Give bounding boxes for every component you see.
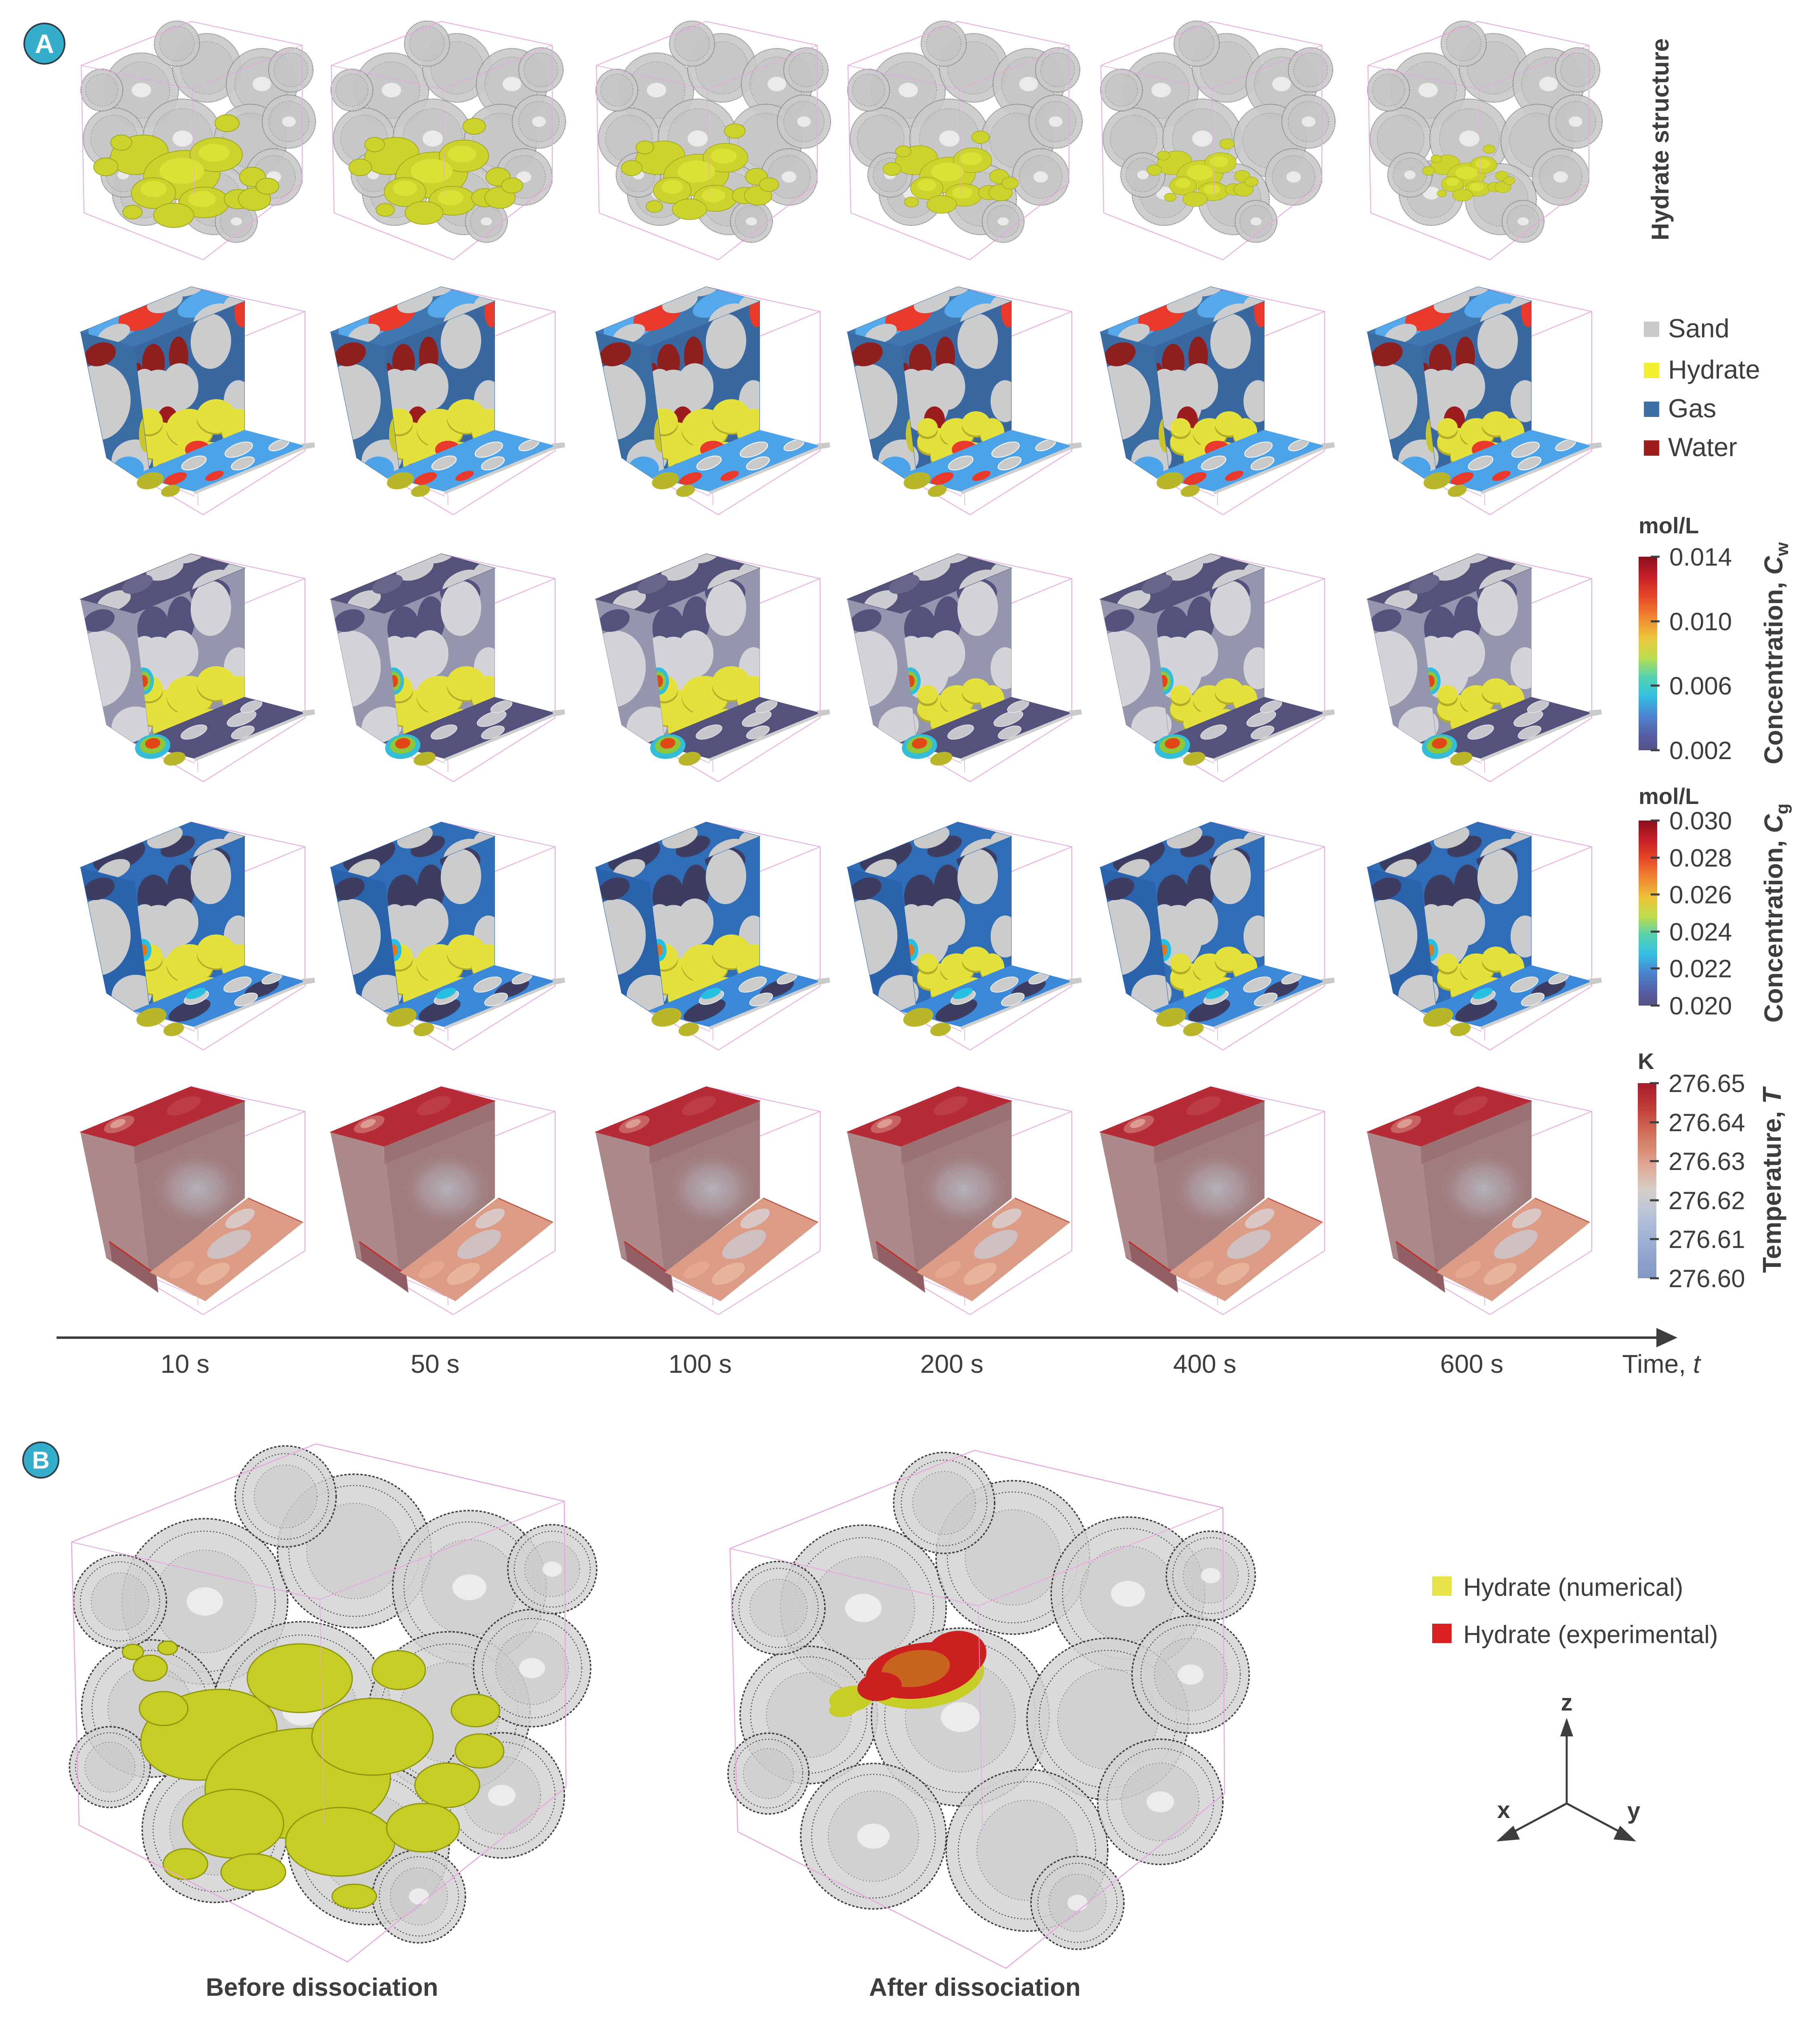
svg-text:276.60: 276.60 [1669, 1265, 1745, 1293]
svg-text:0.014: 0.014 [1669, 543, 1732, 571]
svg-text:600 s: 600 s [1440, 1349, 1504, 1378]
svg-text:276.62: 276.62 [1669, 1187, 1745, 1215]
svg-text:Sand: Sand [1668, 314, 1730, 343]
svg-text:0.024: 0.024 [1669, 918, 1732, 946]
svg-text:0.006: 0.006 [1669, 672, 1732, 700]
svg-text:276.64: 276.64 [1669, 1109, 1745, 1137]
svg-text:400 s: 400 s [1173, 1349, 1237, 1378]
svg-text:After dissociation: After dissociation [869, 1974, 1081, 2001]
svg-text:276.61: 276.61 [1669, 1226, 1745, 1254]
svg-text:y: y [1627, 1798, 1640, 1824]
svg-text:50 s: 50 s [411, 1349, 460, 1378]
svg-text:Temperature, T: Temperature, T [1757, 1086, 1786, 1273]
svg-text:0.028: 0.028 [1669, 844, 1732, 872]
svg-text:276.65: 276.65 [1669, 1070, 1745, 1098]
svg-text:0.030: 0.030 [1669, 807, 1732, 835]
svg-text:Water: Water [1668, 432, 1737, 462]
svg-text:0.002: 0.002 [1669, 737, 1732, 765]
svg-text:Hydrate structure: Hydrate structure [1647, 38, 1674, 240]
svg-text:0.026: 0.026 [1669, 881, 1732, 909]
svg-text:Gas: Gas [1668, 393, 1716, 423]
svg-text:0.010: 0.010 [1669, 608, 1732, 636]
svg-text:10 s: 10 s [161, 1349, 210, 1378]
svg-text:mol/L: mol/L [1639, 783, 1699, 809]
svg-text:200 s: 200 s [920, 1349, 984, 1378]
svg-text:z: z [1561, 1690, 1573, 1716]
svg-text:Time, t: Time, t [1622, 1349, 1701, 1378]
svg-text:mol/L: mol/L [1639, 513, 1699, 538]
svg-text:Before dissociation: Before dissociation [206, 1974, 438, 2001]
svg-text:K: K [1638, 1048, 1654, 1074]
svg-text:0.022: 0.022 [1669, 955, 1732, 983]
svg-text:Hydrate (numerical): Hydrate (numerical) [1463, 1574, 1683, 1601]
svg-text:100 s: 100 s [669, 1349, 732, 1378]
svg-text:x: x [1497, 1797, 1510, 1823]
svg-text:Hydrate (experimental): Hydrate (experimental) [1463, 1621, 1718, 1649]
svg-text:Concentration, Cw: Concentration, Cw [1759, 542, 1792, 764]
svg-text:276.63: 276.63 [1669, 1148, 1745, 1176]
svg-text:B: B [32, 1447, 49, 1474]
svg-text:Concentration, Cg: Concentration, Cg [1759, 804, 1792, 1023]
svg-text:A: A [35, 29, 54, 59]
svg-text:Hydrate: Hydrate [1668, 355, 1760, 384]
svg-text:0.020: 0.020 [1669, 992, 1732, 1020]
